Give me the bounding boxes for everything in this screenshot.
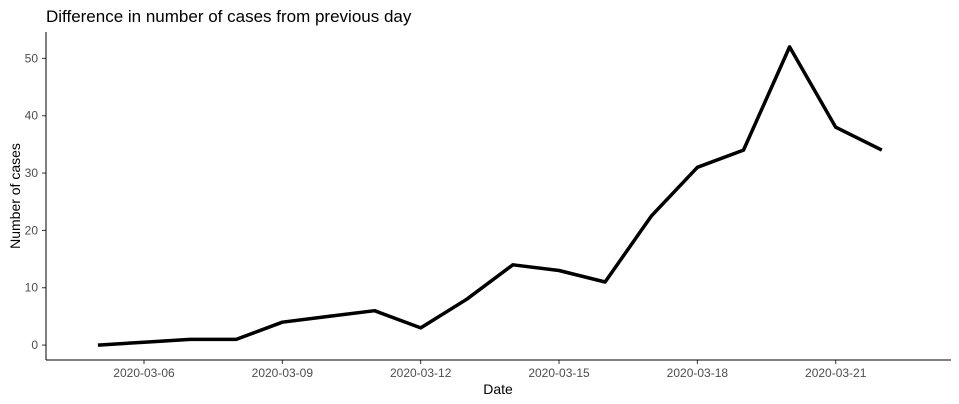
y-axis-title: Number of cases xyxy=(7,143,23,249)
chart-title: Difference in number of cases from previ… xyxy=(46,7,412,26)
x-tick-label: 2020-03-15 xyxy=(528,366,590,380)
y-tick-label: 0 xyxy=(31,338,38,352)
y-tick-label: 30 xyxy=(25,166,39,180)
x-axis-ticks: 2020-03-06 2020-03-09 2020-03-12 2020-03-15… xyxy=(113,360,867,380)
y-tick-label: 40 xyxy=(25,109,39,123)
x-tick-label: 2020-03-09 xyxy=(252,366,314,380)
y-tick-label: 50 xyxy=(25,51,39,65)
x-axis-title: Date xyxy=(483,381,513,397)
series-layer xyxy=(97,45,883,347)
y-axis-ticks: 0 10 20 30 40 50 xyxy=(25,51,46,352)
y-tick-label: 20 xyxy=(25,223,39,237)
x-tick-label: 2020-03-18 xyxy=(667,366,729,380)
series-line xyxy=(97,45,883,347)
x-tick-label: 2020-03-12 xyxy=(390,366,452,380)
x-tick-label: 2020-03-06 xyxy=(113,366,175,380)
y-tick-label: 10 xyxy=(25,281,39,295)
x-tick-label: 2020-03-21 xyxy=(805,366,867,380)
